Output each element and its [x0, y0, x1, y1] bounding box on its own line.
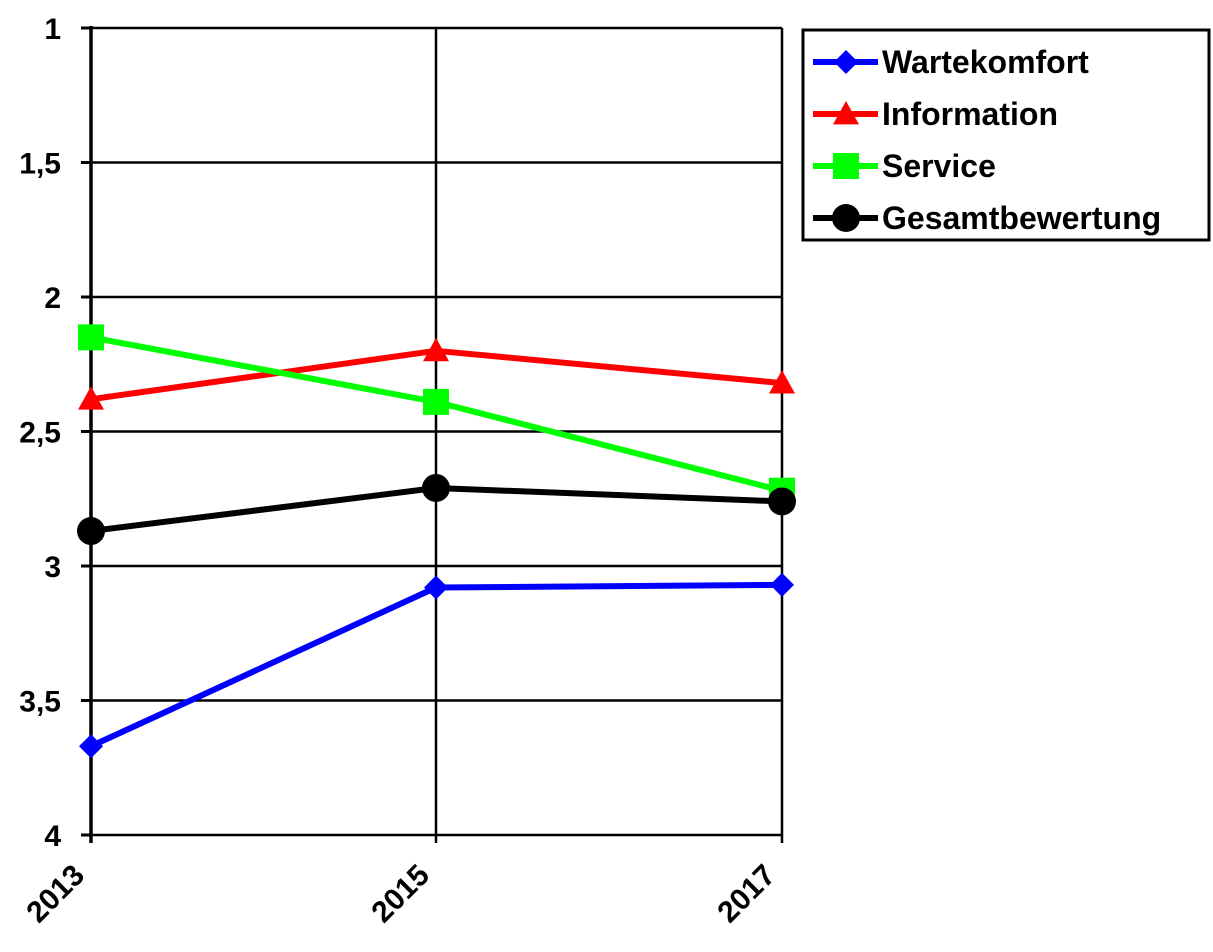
circle-marker [77, 517, 105, 546]
y-tick-label: 1,5 [19, 148, 61, 181]
x-tick-label: 2013 [20, 859, 91, 930]
triangle-marker [769, 370, 795, 394]
y-tick-label: 2 [44, 282, 61, 315]
diamond-marker [424, 575, 448, 600]
diamond-marker [834, 50, 858, 74]
y-axis-tick-labels: 1 1,5 2 2,5 3 3,5 4 [19, 13, 61, 853]
chart-legend: Wartekomfort Information Service Gesamtbewe… [801, 28, 1211, 242]
circle-marker [768, 487, 796, 516]
diamond-marker [770, 572, 794, 597]
square-marker [78, 324, 104, 351]
circle-marker [422, 473, 450, 502]
legend-entry-label: Gesamtbewertung [882, 200, 1161, 236]
y-tick-label: 3 [44, 551, 61, 584]
legend-entry-label: Information [882, 96, 1058, 132]
y-tick-label: 4 [44, 820, 61, 853]
chart-series [77, 324, 796, 759]
legend-entry-label: Wartekomfort [882, 44, 1089, 80]
triangle-marker [833, 101, 859, 125]
diamond-marker [79, 734, 103, 759]
chart-axes [81, 26, 93, 843]
x-tick-label: 2017 [711, 859, 782, 930]
y-tick-label: 1 [44, 13, 61, 46]
circle-marker [832, 204, 860, 232]
legend-entry-label: Service [882, 148, 996, 184]
y-tick-label: 2,5 [19, 417, 61, 450]
square-marker [833, 153, 859, 179]
x-tick-label: 2015 [365, 859, 436, 930]
x-axis-tick-labels: 2013 2015 2017 [20, 859, 782, 930]
triangle-marker [423, 337, 449, 362]
square-marker [423, 388, 449, 415]
chart-grid [89, 26, 784, 843]
triangle-marker [78, 386, 104, 410]
y-tick-label: 3,5 [19, 686, 61, 719]
